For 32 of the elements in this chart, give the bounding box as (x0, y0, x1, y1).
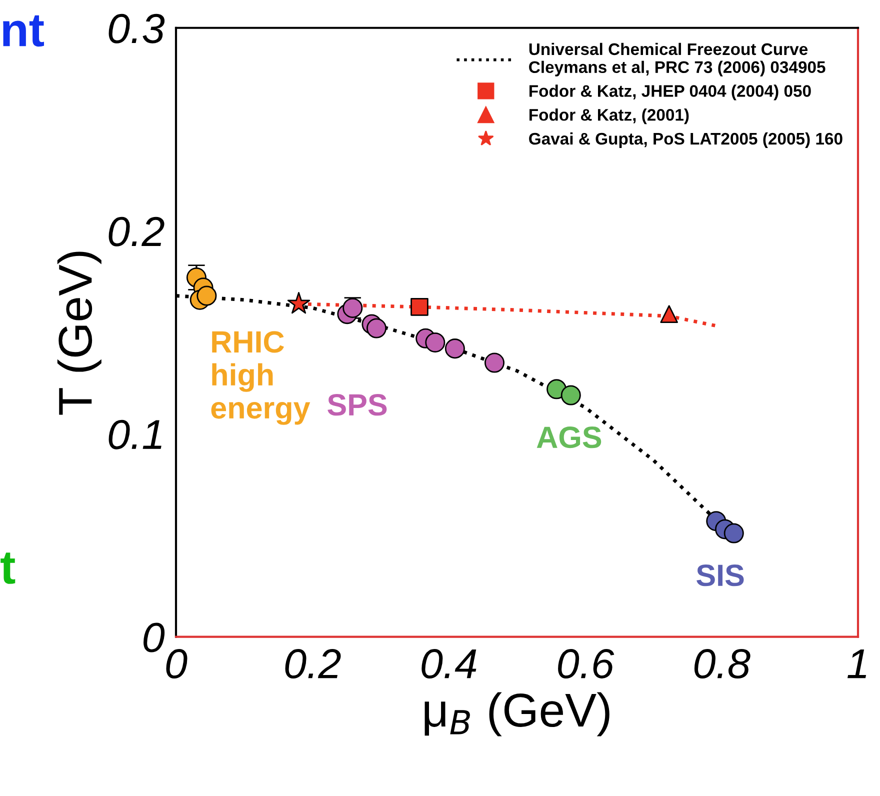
legend-label: Universal Chemical Freezout Curve Cleymans et al, PRC 73 (2006) 034905 (529, 42, 826, 76)
x-tick-label: 0.6 (558, 649, 614, 679)
series-label: SIS (696, 564, 744, 586)
y-tick-label: 0.2 (108, 216, 164, 246)
y-tick-label: 0.1 (108, 420, 162, 450)
x-tick-label: 0 (166, 649, 188, 679)
point (366, 318, 387, 338)
y-tick-label: 0 (144, 622, 165, 652)
point (660, 305, 678, 323)
legend-label: Fodor & Katz, (2001) (529, 108, 689, 124)
point (196, 286, 217, 306)
point (425, 332, 446, 352)
x-tick-label: 0.4 (422, 649, 476, 679)
series-label: AGS (536, 426, 602, 448)
x-tick-label: 0.2 (285, 649, 341, 679)
x-tick-label: 1 (847, 649, 866, 678)
series-label: SPS (328, 394, 387, 416)
legend-label: Gavai & Gupta, PoS LAT2005 (2005) 160 (529, 132, 842, 148)
y-axis-title: T (GeV) (57, 252, 102, 415)
series-label: RHIC high energy (211, 331, 310, 425)
point (484, 352, 505, 373)
text: nt (3, 15, 44, 47)
y-tick-label: 0.3 (108, 14, 165, 44)
point (444, 338, 465, 359)
text: t (0, 552, 16, 584)
point (410, 298, 428, 316)
point (560, 385, 581, 406)
legend-label: Fodor & Katz, JHEP 0404 (2004) 050 (529, 84, 811, 100)
x-tick-label: 0.8 (694, 649, 750, 679)
point (287, 292, 310, 314)
x-axis-title: μ$_{B}$ (GeV) (424, 692, 610, 736)
point (724, 523, 744, 544)
